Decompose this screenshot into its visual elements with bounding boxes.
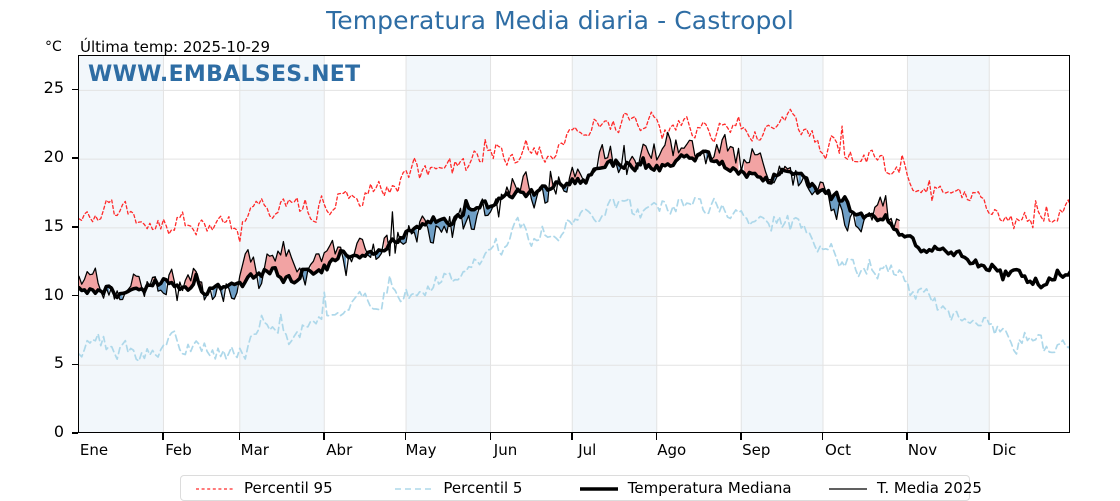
y-axis-tick-mark (72, 226, 78, 228)
page-title: Temperatura Media diaria - Castropol (326, 6, 794, 35)
x-axis-tick-mark (740, 433, 742, 440)
legend-item-1[interactable]: Percentil 95 (181, 476, 380, 500)
x-axis-tick-label: Feb (165, 441, 192, 459)
series-t-media-2025 (79, 131, 900, 303)
legend-label: Percentil 5 (443, 479, 523, 497)
y-axis-tick-mark (72, 294, 78, 297)
x-axis-tick-label: May (405, 441, 437, 459)
site-watermark: WWW.EMBALSES.NET (88, 62, 361, 87)
x-axis-tick-mark (988, 433, 990, 440)
x-axis-tick-mark (162, 433, 164, 440)
x-axis-tick-mark (822, 433, 824, 440)
month-shading-bands (79, 56, 990, 432)
y-axis-tick-mark (72, 363, 78, 365)
x-axis-tick-label: Ene (79, 441, 109, 459)
x-axis-tick-mark (489, 433, 491, 440)
legend-item-4[interactable]: T. Media 2025 (814, 476, 982, 500)
x-axis-tick-mark (323, 433, 325, 440)
x-axis-tick-label: Sep (742, 441, 771, 459)
plot-area (78, 55, 1070, 433)
x-axis-tick-label: Nov (907, 441, 938, 459)
y-axis-tick-mark (72, 88, 78, 91)
area-fill-above-median (79, 132, 900, 294)
x-axis-tick-mark (238, 433, 241, 440)
x-axis-tick-label: Mar (240, 441, 269, 459)
legend-label: Percentil 95 (244, 479, 333, 497)
x-axis-tick-label: Ago (657, 441, 687, 459)
y-axis-tick-label: 10 (43, 284, 64, 304)
series-percentil-5 (79, 196, 1069, 362)
y-axis-tick-label: 15 (43, 215, 64, 235)
y-axis-tick-label: 20 (43, 147, 64, 167)
y-axis-tick-mark (72, 432, 78, 434)
series-temperatura-mediana (79, 149, 1069, 300)
x-axis-tick-mark (405, 433, 407, 440)
y-axis-unit-label: °C (45, 39, 62, 55)
x-axis-tick-mark (655, 433, 658, 440)
chart-legend: Percentil 95 Percentil 5 Temperatura Media… (180, 475, 982, 501)
y-axis-tick-label: 5 (53, 353, 64, 373)
x-axis-tick-label: Abr (326, 441, 353, 459)
legend-label: Temperatura Mediana (627, 479, 792, 497)
y-axis-tick-label: 25 (43, 78, 64, 98)
legend-item-3[interactable]: Temperatura Mediana (565, 476, 814, 500)
x-axis-tick-label: Jul (578, 441, 597, 459)
y-axis-tick-mark (72, 157, 78, 159)
x-axis-tick-label: Oct (825, 441, 851, 459)
legend-swatch-icon (394, 481, 434, 495)
y-axis-tick-label: 0 (53, 422, 64, 441)
legend-swatch-icon (579, 481, 619, 495)
legend-item-2[interactable]: Percentil 5 (380, 476, 564, 500)
last-temperature-label: Última temp: 2025-10-29 (80, 38, 271, 56)
x-axis-tick-label: Jun (493, 441, 518, 459)
x-axis-tick-mark (906, 433, 908, 440)
x-axis-tick-label: Dic (992, 441, 1017, 459)
legend-label: T. Media 2025 (877, 479, 982, 497)
series-percentil-95 (79, 108, 1069, 243)
x-axis-tick-mark (571, 433, 573, 440)
legend-swatch-icon (195, 481, 235, 495)
chart-canvas (79, 56, 1069, 432)
legend-swatch-icon (828, 481, 868, 495)
